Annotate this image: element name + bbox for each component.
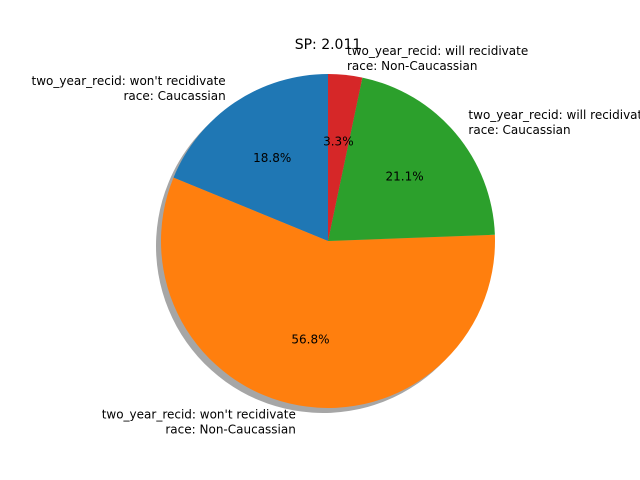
pct-label-won-t-recidivate-non-caucassian: 56.8% <box>291 333 329 347</box>
pct-label-will-recidivate-caucassian: 21.1% <box>386 169 424 183</box>
category-label-line-2: race: Caucassian <box>468 123 570 137</box>
pie-slice-will-recidivate-caucassian <box>328 77 495 241</box>
category-label-will-recidivate-caucassian: two_year_recid: will recidivate race: Cau… <box>468 108 640 137</box>
category-label-line-1: two_year_recid: won't recidivate <box>32 74 226 88</box>
pct-label-won-t-recidivate-caucassian: 18.8% <box>253 151 291 165</box>
pie-slice-won-t-recidivate-non-caucassian <box>160 177 495 409</box>
category-label-line-1: two_year_recid: will recidivate <box>468 108 640 122</box>
category-label-line-2: race: Non-Caucassian <box>165 422 295 436</box>
category-label-line-2: race: Caucassian <box>123 89 225 103</box>
pie-slices <box>160 74 495 409</box>
category-label-line-1: two_year_recid: won't recidivate <box>102 407 296 421</box>
pie-labels: 18.8%two_year_recid: won't recidivate rac… <box>32 44 640 437</box>
category-label-will-recidivate-non-caucassian: two_year_recid: will recidivate race: Non… <box>347 44 528 73</box>
category-label-won-t-recidivate-caucassian: two_year_recid: won't recidivate race: Ca… <box>32 74 226 103</box>
category-label-won-t-recidivate-non-caucassian: two_year_recid: won't recidivate race: No… <box>102 407 296 436</box>
pie-slice-won-t-recidivate-caucassian <box>173 74 328 241</box>
pie-slice-will-recidivate-non-caucassian <box>328 74 363 241</box>
pct-label-will-recidivate-non-caucassian: 3.3% <box>323 134 354 148</box>
category-label-line-2: race: Non-Caucassian <box>347 59 477 73</box>
chart-title: SP: 2.011 <box>295 37 362 53</box>
category-label-line-1: two_year_recid: will recidivate <box>347 44 528 58</box>
